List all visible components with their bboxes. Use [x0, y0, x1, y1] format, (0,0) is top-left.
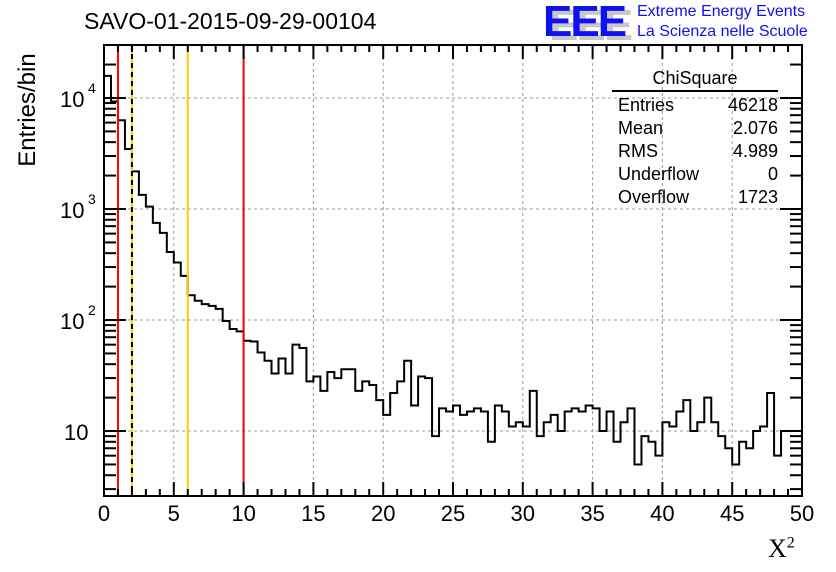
y-tick-exponent: 2	[88, 302, 96, 318]
stats-box: ChiSquare Entries 46218 Mean 2.076 RMS 4.98…	[612, 68, 778, 209]
x-tick-label: 40	[650, 501, 674, 526]
y-axis-label: Entries/bin	[14, 53, 41, 167]
eee-logo: EEE	[543, 0, 635, 46]
stats-label: Underflow	[618, 164, 700, 184]
logo-caption: Extreme Energy Events La Scienza nelle S…	[637, 2, 808, 42]
y-tick-label: 10	[64, 420, 88, 445]
x-axis-label-base: X	[768, 534, 787, 563]
stats-value: 0	[767, 164, 778, 184]
y-tick-label: 10	[60, 87, 84, 112]
stats-label: Overflow	[618, 187, 690, 207]
x-tick-label: 20	[371, 501, 395, 526]
stats-value: 4.989	[732, 141, 778, 161]
x-tick-label: 35	[580, 501, 604, 526]
chart-title: SAVO-01-2015-09-29-00104	[84, 8, 377, 34]
x-tick-label: 25	[441, 501, 465, 526]
x-tick-label: 50	[790, 501, 814, 526]
stats-row-rms: RMS 4.989	[612, 140, 778, 163]
stats-row-overflow: Overflow 1723	[612, 186, 778, 209]
stats-value: 46218	[727, 95, 778, 115]
y-tick-label: 10	[60, 309, 84, 334]
x-tick-label: 0	[98, 501, 110, 526]
y-tick-label: 10	[60, 198, 84, 223]
stats-label: RMS	[618, 141, 658, 161]
x-tick-label: 15	[301, 501, 325, 526]
logo-line1: Extreme Energy Events	[637, 3, 806, 20]
logo-text: EEE	[543, 0, 627, 46]
x-tick-label: 10	[231, 501, 255, 526]
stats-row-entries: Entries 46218	[612, 94, 778, 117]
stats-value: 2.076	[732, 118, 778, 138]
histogram-line	[103, 74, 803, 496]
x-axis-label-sup: 2	[786, 534, 795, 552]
x-axis-label: X2	[768, 534, 795, 564]
stats-label: Mean	[618, 118, 664, 138]
x-tick-label: 30	[511, 501, 535, 526]
x-tick-label: 45	[720, 501, 744, 526]
logo-line2: La Scienza nelle Scuole	[637, 23, 808, 40]
stats-label: Entries	[618, 95, 675, 115]
x-tick-label: 5	[168, 501, 180, 526]
y-tick-exponent: 4	[88, 80, 96, 96]
stats-title: ChiSquare	[612, 68, 778, 92]
y-tick-exponent: 3	[88, 191, 96, 207]
stats-row-underflow: Underflow 0	[612, 163, 778, 186]
stats-value: 1723	[737, 187, 778, 207]
stats-row-mean: Mean 2.076	[612, 117, 778, 140]
